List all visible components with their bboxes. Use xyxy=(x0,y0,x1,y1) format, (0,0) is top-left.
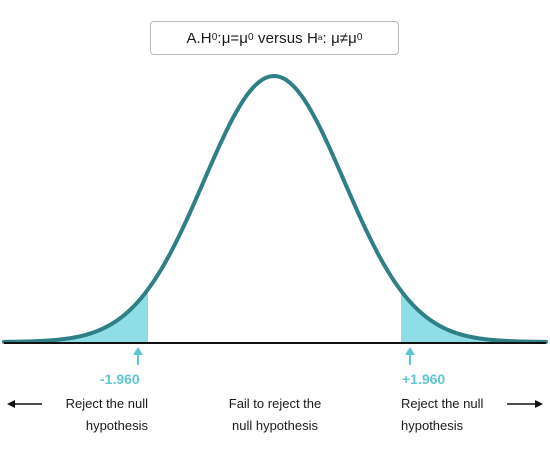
fail-to-reject-line1: Fail to reject the xyxy=(228,396,322,411)
arrow-up-icon xyxy=(405,347,415,365)
arrow-right-icon xyxy=(507,400,543,408)
right-reject-line2: hypothesis xyxy=(401,418,464,433)
bell-curve xyxy=(2,73,548,344)
title-prefix: A.H xyxy=(186,29,212,47)
right-critical-value: +1.960 xyxy=(402,371,446,387)
arrow-up-icon xyxy=(133,347,143,365)
right-reject-line1: Reject the null xyxy=(401,396,484,411)
title-alt-equation: : μ≠μ xyxy=(322,29,357,47)
left-reject-line1: Reject the null xyxy=(65,396,148,411)
title-null-equation: :μ=μ xyxy=(217,29,249,47)
left-rejection-region xyxy=(4,289,148,342)
fail-to-reject-label: Fail to reject the null hypothesis xyxy=(205,393,345,437)
fail-to-reject-line2: null hypothesis xyxy=(232,418,318,433)
left-reject-label: Reject the null hypothesis xyxy=(52,393,148,437)
right-rejection-region xyxy=(401,290,546,342)
arrow-left-icon xyxy=(7,400,42,408)
left-reject-line2: hypothesis xyxy=(85,418,148,433)
right-reject-label: Reject the null hypothesis xyxy=(401,393,483,437)
left-critical-value: -1.960 xyxy=(100,371,140,387)
title-versus: versus H xyxy=(253,29,318,47)
